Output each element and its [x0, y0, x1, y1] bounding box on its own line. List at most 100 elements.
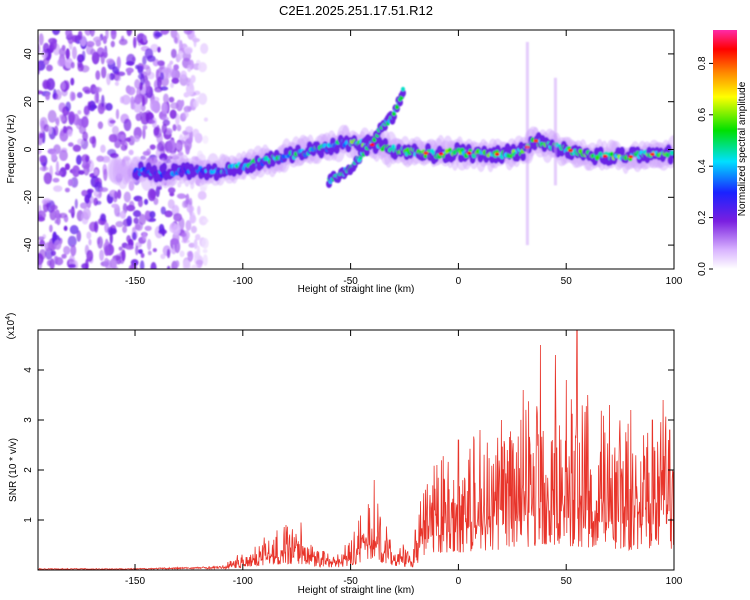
noise-blob [76, 92, 83, 99]
snr-ytick-label: 2 [23, 467, 34, 473]
noise-blob [153, 126, 160, 136]
noise-blob [187, 106, 192, 112]
noise-blob [70, 77, 75, 86]
noise-blob [58, 47, 66, 57]
snr-xlabel: Height of straight line (km) [298, 585, 415, 596]
noise-blob [96, 194, 102, 199]
hot-spot [438, 152, 444, 156]
noise-blob [81, 189, 88, 197]
noise-blob [38, 62, 41, 71]
noise-blob [170, 238, 180, 245]
colorbar-tick-label: 0.4 [697, 159, 708, 173]
noise-blob [170, 48, 177, 59]
noise-blob [38, 258, 43, 269]
noise-blob [54, 209, 60, 219]
noise-blob [185, 111, 189, 118]
noise-blob [142, 55, 147, 66]
noise-blob [159, 72, 165, 80]
noise-blob [197, 190, 207, 201]
noise-blob [200, 43, 209, 55]
noise-blob [68, 111, 76, 124]
noise-blob [62, 81, 66, 91]
noise-blob [89, 136, 96, 144]
noise-blob [147, 119, 156, 125]
noise-blob [120, 134, 126, 142]
noise-blob [118, 38, 128, 46]
noise-blob [189, 211, 196, 224]
band-core [669, 150, 674, 156]
noise-blob [100, 51, 105, 65]
noise-blob [89, 104, 98, 110]
noise-blob [41, 166, 46, 172]
noise-blob [126, 215, 133, 227]
hot-spot [628, 155, 634, 159]
noise-blob [59, 149, 68, 162]
noise-blob [203, 117, 208, 122]
noise-blob [52, 177, 60, 183]
noise-blob [195, 233, 201, 241]
noise-blob [95, 70, 101, 81]
noise-blob [161, 102, 168, 114]
noise-blob [142, 150, 151, 156]
noise-blob [142, 127, 146, 140]
noise-blob [186, 204, 195, 213]
noise-blob [53, 88, 57, 99]
noise-blob [171, 68, 177, 81]
noise-blob [126, 53, 136, 66]
snr-xtick-label: 50 [561, 576, 573, 587]
colorbar-tick-label: 0.8 [697, 56, 708, 70]
noise-blob [115, 108, 120, 120]
noise-blob [65, 30, 73, 38]
noise-blob [70, 61, 75, 69]
noise-blob [80, 202, 88, 209]
noise-blob [176, 193, 186, 200]
noise-blob [38, 216, 46, 222]
noise-blob [135, 245, 139, 256]
noise-blob [125, 137, 131, 142]
noise-blob [89, 30, 95, 37]
noise-blob [133, 135, 140, 143]
noise-blob [130, 96, 135, 108]
snr-series-line [38, 330, 674, 570]
snr-ylabel: SNR (10 * v/v) [8, 438, 19, 502]
noise-blob [116, 56, 121, 69]
vertical-streak [525, 41, 529, 246]
noise-blob [38, 136, 43, 146]
noise-blob [145, 66, 152, 76]
noise-blob [189, 129, 193, 143]
noise-blob [171, 77, 180, 84]
noise-blob [67, 178, 74, 187]
noise-blob [94, 92, 98, 104]
noise-blob [193, 99, 199, 108]
noise-blob [103, 257, 109, 268]
noise-blob [107, 226, 114, 236]
noise-blob [97, 121, 104, 130]
colorbar-gradient [713, 30, 737, 269]
noise-blob [44, 242, 52, 252]
noise-blob [130, 262, 135, 269]
noise-blob [67, 129, 73, 137]
noise-blob [49, 224, 53, 233]
noise-blob [65, 101, 71, 112]
noise-blob [54, 89, 62, 101]
noise-blob [166, 155, 173, 160]
noise-blob [152, 248, 157, 253]
spectrogram-xtick-label: 100 [666, 276, 683, 287]
noise-blob [43, 60, 49, 65]
spectrogram-xtick-label: 50 [561, 276, 573, 287]
noise-blob [39, 155, 46, 163]
noise-blob [53, 185, 63, 192]
noise-blob [77, 110, 82, 115]
noise-blob [72, 144, 82, 152]
spectrogram-ytick-label: 40 [23, 48, 34, 60]
noise-blob [150, 262, 157, 269]
noise-blob [111, 125, 119, 136]
noise-blob [154, 32, 163, 38]
noise-blob [86, 231, 92, 240]
hot-spot [494, 152, 500, 156]
noise-blob [126, 86, 136, 96]
noise-blob [185, 193, 190, 205]
noise-blob [146, 238, 152, 251]
noise-blob [142, 124, 148, 130]
